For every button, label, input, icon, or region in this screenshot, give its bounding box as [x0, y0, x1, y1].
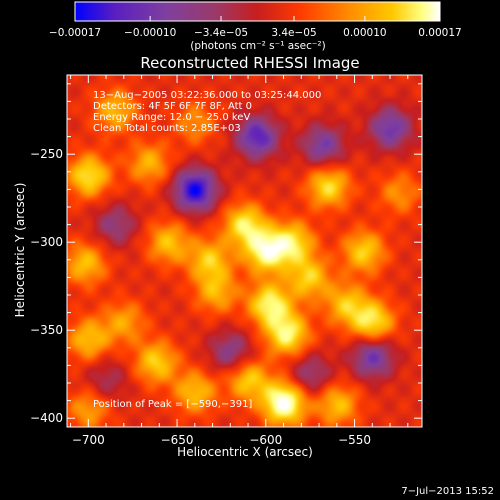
- y-tick-label: −400: [30, 411, 63, 425]
- annotation-line: Clean Total counts: 2.85E+03: [93, 123, 241, 134]
- x-axis-label: Heliocentric X (arcsec): [177, 445, 313, 459]
- info-annotations: 13−Aug−2005 03:22:36.000 to 03:25:44.000…: [93, 90, 321, 134]
- annotation-line: Detectors: 4F 5F 6F 7F 8F, Att 0: [93, 101, 252, 112]
- y-tick-label: −350: [30, 323, 63, 337]
- annotation-line: 13−Aug−2005 03:22:36.000 to 03:25:44.000: [93, 90, 321, 101]
- x-tick-label: −700: [72, 433, 105, 447]
- colorbar-tick-label: 0.00010: [343, 27, 386, 39]
- colorbar-tick-label: 0.00017: [418, 27, 461, 39]
- colorbar-tick-label: 3.4e−05: [271, 27, 316, 39]
- colorbar-tick-label: −0.00017: [49, 27, 101, 39]
- annotation-line: Energy Range: 12.0 − 25.0 keV: [93, 112, 250, 123]
- chart-title: Reconstructed RHESSI Image: [140, 54, 359, 72]
- y-tick-label: −250: [30, 147, 63, 161]
- x-tick-label: −550: [338, 433, 371, 447]
- x-tick-label: −650: [161, 433, 194, 447]
- colorbar: [74, 1, 441, 22]
- colorbar-tick-label: −0.00010: [124, 27, 176, 39]
- y-axis-label: Heliocentric Y (arcsec): [13, 183, 27, 318]
- y-tick-label: −300: [30, 235, 63, 249]
- x-tick-label: −600: [249, 433, 282, 447]
- heatmap-image: [67, 75, 422, 427]
- plot-frame: [66, 74, 423, 428]
- peak-position-label: Position of Peak = [−590,−391]: [93, 399, 252, 410]
- x-axis-ticks: −700 −650 −600 −550: [70, 75, 409, 447]
- colorbar-ticks: −0.00017 −0.00010 −3.4e−05 3.4e−05 0.00010 0.…: [49, 16, 462, 39]
- footer-timestamp: 7−Jul−2013 15:52: [401, 486, 494, 497]
- y-axis-ticks: −250 −300 −350 −400: [30, 83, 422, 425]
- colorbar-unit-label: (photons cm⁻² s⁻¹ asec⁻²): [190, 40, 325, 52]
- colorbar-tick-label: −3.4e−05: [194, 27, 248, 39]
